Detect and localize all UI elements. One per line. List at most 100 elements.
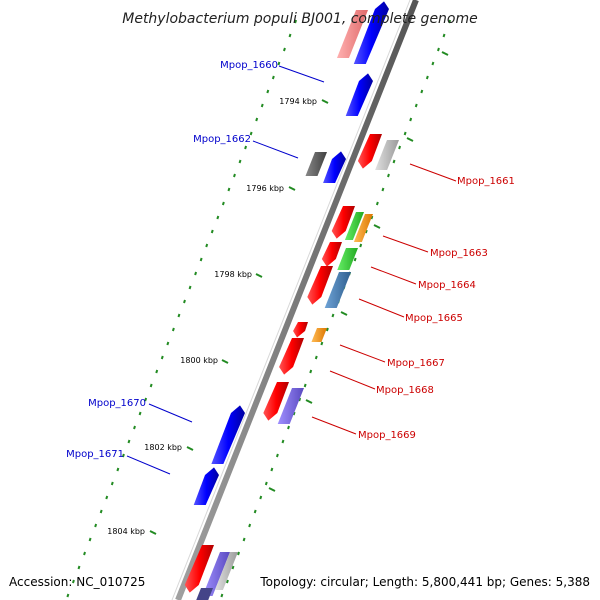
tick-label: 1804 kbp — [107, 527, 145, 536]
gc-dot — [353, 257, 357, 262]
gene-arrow[interactable] — [331, 206, 355, 239]
gene-arrow-mpop-1671[interactable] — [193, 467, 219, 505]
gc-dot — [177, 313, 181, 318]
gc-dot — [194, 271, 198, 276]
gc-dot — [387, 173, 390, 178]
gc-dot — [171, 327, 175, 332]
gene-arrow[interactable] — [307, 266, 333, 305]
gene-arrow-mpop-1661[interactable] — [357, 134, 382, 169]
gc-dot — [403, 131, 407, 136]
gc-dot — [283, 47, 286, 52]
gene-arrow-mpop-1663[interactable] — [344, 212, 364, 240]
gc-dot — [314, 355, 318, 360]
gc-dot — [248, 523, 252, 528]
gene-label-mpop-1668[interactable]: Mpop_1668 — [376, 385, 434, 396]
gene-label-mpop-1665[interactable]: Mpop_1665 — [405, 313, 463, 324]
gene-arrow[interactable] — [321, 242, 342, 267]
scale-tick — [340, 311, 348, 316]
gene-arrow-mpop-1662[interactable] — [305, 152, 327, 176]
gene-arrow[interactable] — [293, 322, 308, 338]
gc-dot — [110, 481, 114, 486]
gene-arrow[interactable] — [263, 382, 289, 421]
gc-dot — [442, 33, 446, 38]
gc-dot — [281, 439, 285, 444]
gc-dot — [292, 411, 296, 416]
gene-arrow-mpop-1665[interactable] — [324, 272, 351, 308]
gc-dot — [233, 173, 236, 178]
gc-dot — [260, 103, 264, 108]
gene-arrow[interactable] — [336, 10, 368, 58]
gene-arrow[interactable] — [353, 1, 389, 64]
gc-dot — [420, 89, 424, 94]
gc-dot — [253, 509, 257, 514]
gc-dot — [133, 425, 136, 430]
gc-dot — [121, 453, 125, 458]
gene-arrow-mpop-1670[interactable] — [211, 405, 245, 464]
gene-label-mpop-1662[interactable]: Mpop_1662 — [193, 134, 251, 145]
gc-dot — [237, 551, 240, 556]
scale-tick — [288, 186, 296, 191]
gene-label-mpop-1664[interactable]: Mpop_1664 — [418, 280, 476, 291]
gene-arrow[interactable] — [353, 214, 373, 242]
gene-label-mpop-1661[interactable]: Mpop_1661 — [457, 176, 515, 187]
gc-dot — [414, 103, 418, 108]
callout-lines — [126, 65, 457, 475]
scale-tick — [305, 399, 313, 404]
gene-arrow-mpop-1669[interactable] — [277, 388, 304, 424]
gc-dot — [244, 145, 248, 150]
gene-label-mpop-1669[interactable]: Mpop_1669 — [358, 430, 416, 441]
gc-dot — [225, 579, 229, 584]
gc-dot — [303, 383, 307, 388]
gc-dot — [431, 61, 435, 66]
gene-label-mpop-1671[interactable]: Mpop_1671 — [66, 449, 124, 460]
gc-dot — [331, 313, 335, 318]
gc-dot — [271, 75, 275, 80]
gc-dot — [288, 33, 292, 38]
gc-dot — [259, 495, 263, 500]
gc-dot — [105, 495, 109, 500]
accession-label: Accession: NC_010725 — [9, 575, 145, 589]
gc-dot — [155, 369, 159, 374]
gc-dot — [270, 467, 274, 472]
gc-dot — [409, 117, 413, 122]
scale-tick — [321, 99, 329, 104]
scale-tick — [441, 51, 449, 56]
gene-arrow[interactable] — [214, 552, 238, 590]
tick-label: 1800 kbp — [180, 356, 218, 365]
gc-dot — [188, 285, 192, 290]
gene-label-mpop-1663[interactable]: Mpop_1663 — [430, 248, 488, 259]
map-title: Methylobacterium populi BJ001, complete … — [122, 11, 478, 27]
gene-arrow[interactable] — [375, 140, 399, 170]
gene-arrow-mpop-1668[interactable] — [279, 338, 304, 375]
gene-label-mpop-1660[interactable]: Mpop_1660 — [220, 60, 278, 71]
gene-arrow-mpop-1667[interactable] — [311, 328, 327, 342]
gc-dot — [71, 579, 75, 584]
gc-dot — [398, 145, 402, 150]
gc-dot — [99, 509, 103, 514]
genome-backbone-inner — [171, 0, 411, 600]
gc-dot — [266, 89, 270, 94]
gene-label-mpop-1670[interactable]: Mpop_1670 — [88, 398, 146, 409]
scale-tick — [268, 487, 276, 492]
gc-dot — [160, 355, 164, 360]
gc-dot — [210, 229, 214, 234]
gene-arrow[interactable] — [323, 151, 346, 183]
gc-dot — [116, 467, 120, 472]
tick-label: 1798 kbp — [214, 270, 252, 279]
gc-dot — [227, 187, 231, 192]
gc-dot — [294, 19, 298, 24]
gc-dot — [66, 593, 70, 598]
gc-dot — [320, 341, 324, 346]
gene-arrow-mpop-1660[interactable] — [345, 73, 373, 116]
gene-arrow[interactable] — [184, 545, 214, 593]
gene-arrow[interactable] — [202, 552, 230, 596]
gene-label-mpop-1667[interactable]: Mpop_1667 — [387, 358, 445, 369]
gene-arrow[interactable] — [195, 588, 213, 600]
gc-dot — [149, 383, 153, 388]
scale-tick — [373, 224, 381, 229]
gc-dot — [199, 257, 203, 262]
gene-arrow-mpop-1664[interactable] — [337, 248, 358, 270]
gc-dot — [216, 215, 220, 220]
tick-label: 1794 kbp — [279, 97, 317, 106]
